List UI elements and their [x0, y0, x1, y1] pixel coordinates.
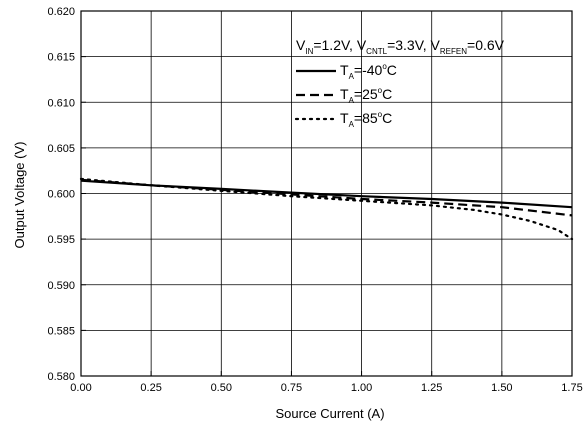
- plot-frame: [80, 10, 573, 377]
- series-line-85: [79, 177, 574, 241]
- x-tick-label: 0.75: [281, 382, 302, 394]
- y-tick-label: 0.585: [47, 325, 75, 337]
- legend: VIN=1.2V, VCNTL=3.3V, VREFEN=0.6V TA=-40o…: [294, 37, 505, 129]
- series-line-25: [80, 178, 573, 217]
- ticks: 0.00 0.25 0.50 0.75 1.00 1.25 1.50 1.75 0.580 0.5…: [47, 6, 582, 394]
- legend-label-85: TA=85oC: [340, 110, 392, 129]
- legend-conditions: VIN=1.2V, VCNTL=3.3V, VREFEN=0.6V: [296, 37, 505, 56]
- y-tick-label: 0.605: [47, 143, 75, 155]
- grid: [81, 11, 572, 376]
- x-tick-label: 1.75: [561, 382, 582, 394]
- y-tick-label: 0.600: [47, 189, 75, 201]
- y-tick-label: 0.610: [47, 97, 75, 109]
- y-tick-label: 0.590: [47, 280, 75, 292]
- x-axis-label: Source Current (A): [275, 406, 384, 421]
- y-tick-label: 0.580: [47, 371, 75, 383]
- x-tick-label: 0.00: [70, 382, 91, 394]
- x-tick-label: 1.50: [491, 382, 512, 394]
- x-tick-label: 1.25: [421, 382, 442, 394]
- legend-label-25: TA=25oC: [340, 86, 392, 105]
- y-tick-label: 0.620: [47, 6, 75, 18]
- series-layer: [79, 177, 574, 241]
- y-tick-label: 0.595: [47, 234, 75, 246]
- x-tick-label: 0.25: [140, 382, 161, 394]
- x-tick-label: 0.50: [211, 382, 232, 394]
- x-tick-label: 1.00: [351, 382, 372, 394]
- legend-label--40: TA=-40oC: [340, 62, 397, 81]
- y-axis-label: Output Voltage (V): [12, 142, 27, 249]
- series-line--40: [80, 179, 573, 209]
- y-tick-label: 0.615: [47, 52, 75, 64]
